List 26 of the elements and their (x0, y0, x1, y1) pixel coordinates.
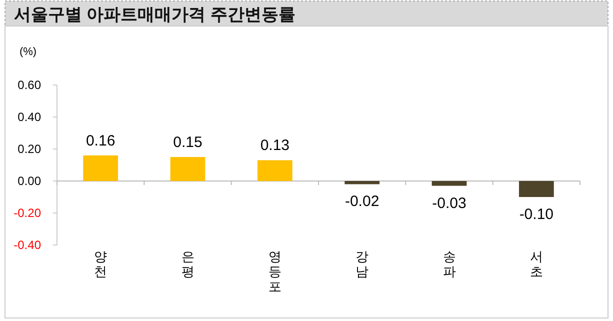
data-label: 0.13 (260, 137, 290, 154)
bar (432, 181, 467, 186)
y-tick-label: -0.40 (14, 238, 42, 252)
y-tick-label: 0.20 (18, 142, 42, 156)
y-axis-title: (%) (19, 46, 37, 58)
data-label: -0.03 (432, 194, 466, 212)
x-tick-label: 서초 (530, 249, 543, 279)
chart-title: 서울구별 아파트매매가격 주간변동률 (14, 5, 296, 24)
y-tick-label: 0.40 (18, 110, 42, 124)
x-tick-label: 강남 (356, 249, 369, 279)
bar (518, 181, 554, 197)
data-label: -0.10 (519, 206, 554, 223)
data-label: 0.15 (173, 134, 202, 151)
bar (170, 157, 206, 181)
y-tick-label: 0.60 (18, 78, 42, 92)
x-tick-label: 양천 (94, 249, 108, 279)
x-tick-label: 영등포 (268, 249, 282, 294)
bar (257, 160, 292, 181)
x-tick-label: 은평 (181, 249, 194, 279)
data-label: -0.02 (344, 193, 380, 210)
bar (83, 155, 118, 181)
y-tick-label: -0.20 (14, 206, 42, 220)
y-tick-label: 0.00 (18, 174, 42, 188)
data-label: 0.16 (86, 132, 116, 150)
x-tick-label: 송파 (442, 249, 456, 279)
bar (344, 181, 380, 184)
